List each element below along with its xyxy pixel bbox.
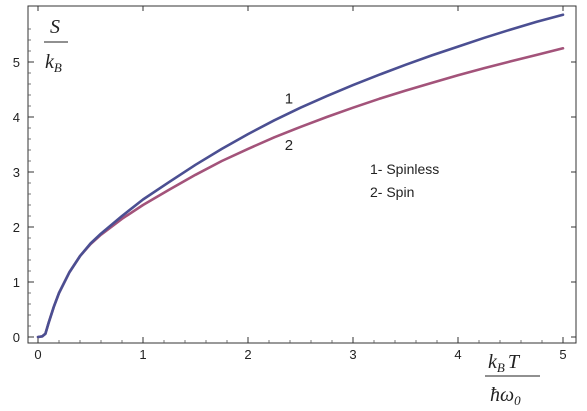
x-tick-label: 0 [34,347,41,362]
x-label-hbar-omega: ħω [490,384,514,406]
y-tick-label: 3 [13,165,20,180]
series-line-2 [36,47,565,339]
x-label-omega-sub: 0 [514,393,521,408]
curve-label-2: 2 [285,137,293,154]
x-label-numerator: kB T [488,351,521,375]
plot-frame [27,5,577,344]
x-label-denominator: ħω0 [490,384,521,408]
x-tick-label: 3 [349,347,356,362]
legend-line-1: 1- Spinless [370,161,439,177]
x-tick-label: 1 [139,347,146,362]
y-tick-label: 5 [13,55,20,70]
series-layer [36,13,565,339]
x-tick-label: 4 [454,347,461,362]
curve-label-1: 1 [285,90,293,107]
y-tick-label: 0 [13,330,20,345]
x-label-sub: B [497,360,505,375]
y-label-sub: B [54,60,62,75]
y-label-denominator: kB [45,51,62,75]
legend-line-2: 2- Spin [370,184,414,200]
series-line-1 [36,13,565,339]
y-label-k: k [45,51,55,73]
x-label-t: T [508,351,521,373]
y-tick-label: 2 [13,220,20,235]
y-tick-label: 4 [13,110,20,125]
y-label-numerator: S [50,16,60,38]
x-label-k: k [488,351,498,373]
legend: 1- Spinless 2- Spin [370,161,439,200]
y-tick-label: 1 [13,275,20,290]
y-axis-label: S kB [44,16,68,75]
curve-labels: 12 [285,90,293,154]
x-axis-label: kB T ħω0 [485,351,540,408]
x-tick-label: 5 [559,347,566,362]
x-tick-label: 2 [244,347,251,362]
